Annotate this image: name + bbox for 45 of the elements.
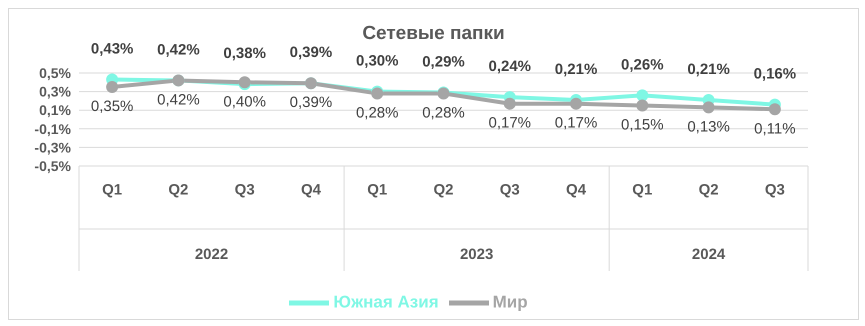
x-tick-label: Q2	[168, 182, 188, 199]
y-tick-label: -0,3%	[34, 139, 72, 156]
x-tick-label: Q2	[698, 182, 719, 199]
x-tick-label: Q4	[300, 182, 322, 199]
text: 2022	[194, 246, 228, 263]
data-label: 0,42%	[157, 91, 200, 108]
data-label: 0,21%	[554, 60, 598, 78]
x-tick-label: Q4	[566, 182, 587, 199]
text: 2024	[692, 246, 726, 263]
data-label: 0,17%	[554, 114, 598, 132]
data-label: 0,11%	[754, 120, 796, 138]
data-label: 0,28%	[422, 104, 465, 122]
y-tick-label: 0,5%	[39, 64, 72, 81]
text: 2023	[460, 246, 494, 263]
data-label: 0,13%	[687, 118, 730, 136]
data-label: 0,17%	[488, 114, 532, 132]
data-label: 0,29%	[422, 54, 465, 71]
data-label: 0,35%	[90, 98, 134, 115]
y-tick-label: -0,1%	[34, 120, 72, 137]
y-tick-label: 0,1%	[39, 102, 72, 118]
legend-label: Южная Азия	[333, 292, 439, 312]
data-label: 0,16%	[754, 66, 796, 83]
x-tick-label: Q3	[500, 182, 520, 199]
chart-title: Сетевые папки	[362, 23, 505, 44]
data-label: 0,43%	[90, 40, 134, 58]
data-label: 0,39%	[290, 94, 332, 112]
data-label: 0,28%	[356, 104, 398, 122]
data-label: 0,15%	[621, 116, 664, 134]
x-tick-label: Q2	[433, 182, 454, 199]
x-tick-label: Q3	[234, 182, 255, 199]
y-tick-label: 0,3%	[39, 84, 72, 100]
data-label: 0,40%	[223, 93, 266, 110]
legend-label: Мир	[492, 292, 528, 312]
y-tick-label: -0,5%	[34, 158, 72, 174]
data-label: 0,24%	[488, 58, 532, 76]
x-tick-label: Q1	[367, 182, 388, 199]
data-label: 0,30%	[356, 52, 398, 70]
data-label: 0,38%	[223, 45, 266, 62]
data-label: 0,26%	[621, 56, 664, 74]
x-tick-label: Q3	[764, 182, 785, 199]
data-label: 0,21%	[687, 60, 730, 78]
data-label: 0,39%	[290, 44, 332, 62]
x-tick-label: Q1	[632, 182, 652, 199]
x-tick-label: Q1	[102, 182, 122, 199]
data-label: 0,42%	[157, 41, 200, 58]
